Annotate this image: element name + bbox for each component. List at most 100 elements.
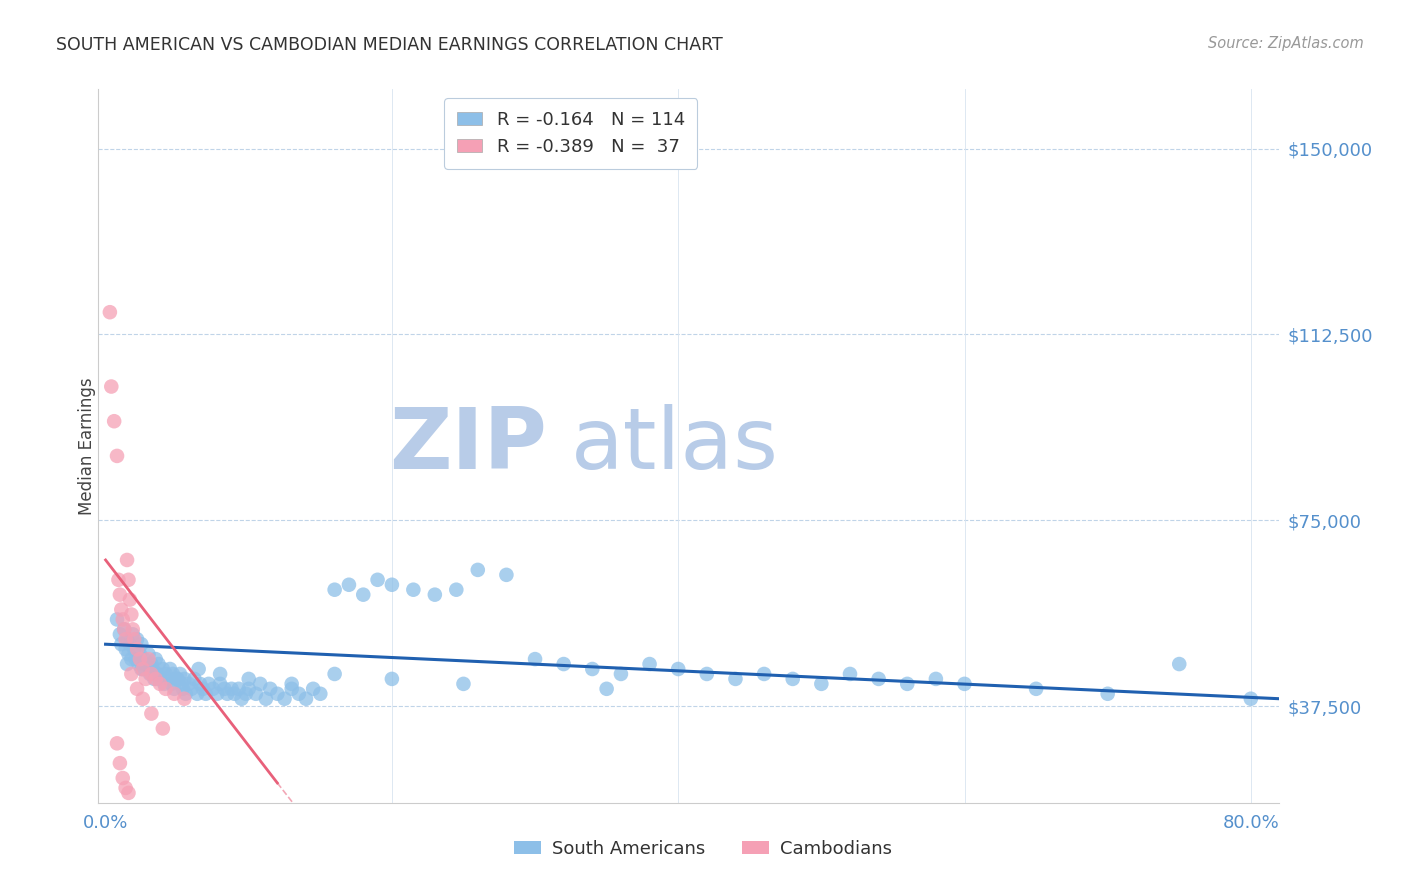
Point	[135, 657, 157, 671]
Point	[1240, 691, 1263, 706]
Point	[896, 677, 918, 691]
Point	[309, 687, 332, 701]
Point	[724, 672, 747, 686]
Point	[114, 780, 136, 795]
Point	[111, 612, 134, 626]
Point	[141, 667, 163, 681]
Point	[467, 563, 489, 577]
Point	[118, 637, 141, 651]
Point	[114, 642, 136, 657]
Point	[155, 681, 177, 696]
Point	[149, 672, 172, 686]
Point	[495, 567, 517, 582]
Point	[381, 578, 404, 592]
Legend: R = -0.164   N = 114, R = -0.389   N =  37: R = -0.164 N = 114, R = -0.389 N = 37	[444, 98, 697, 169]
Point	[224, 687, 246, 701]
Point	[217, 687, 239, 701]
Point	[191, 681, 214, 696]
Text: Source: ZipAtlas.com: Source: ZipAtlas.com	[1208, 36, 1364, 51]
Point	[138, 652, 160, 666]
Point	[120, 652, 142, 666]
Point	[108, 756, 131, 771]
Point	[152, 662, 174, 676]
Point	[188, 677, 211, 691]
Point	[143, 672, 166, 686]
Point	[108, 588, 131, 602]
Point	[280, 677, 302, 691]
Legend: South Americans, Cambodians: South Americans, Cambodians	[508, 833, 898, 865]
Point	[1168, 657, 1191, 671]
Point	[1025, 681, 1047, 696]
Point	[402, 582, 425, 597]
Point	[235, 687, 257, 701]
Point	[159, 662, 181, 676]
Point	[141, 706, 163, 721]
Point	[194, 687, 217, 701]
Point	[259, 681, 281, 696]
Point	[120, 607, 142, 622]
Point	[187, 662, 209, 676]
Point	[105, 612, 128, 626]
Point	[197, 677, 219, 691]
Point	[925, 672, 948, 686]
Point	[183, 672, 205, 686]
Point	[122, 632, 145, 647]
Point	[132, 662, 155, 676]
Point	[214, 681, 236, 696]
Point	[207, 687, 229, 701]
Point	[118, 592, 141, 607]
Point	[352, 588, 374, 602]
Point	[115, 553, 138, 567]
Point	[121, 623, 143, 637]
Point	[152, 722, 174, 736]
Point	[125, 681, 148, 696]
Point	[173, 691, 195, 706]
Point	[125, 642, 148, 657]
Point	[201, 681, 224, 696]
Point	[112, 623, 135, 637]
Point	[132, 662, 155, 676]
Point	[186, 687, 208, 701]
Point	[128, 657, 150, 671]
Point	[145, 672, 167, 686]
Point	[111, 771, 134, 785]
Point	[868, 672, 890, 686]
Point	[145, 652, 167, 666]
Point	[135, 672, 157, 686]
Point	[231, 691, 253, 706]
Point	[177, 677, 200, 691]
Point	[238, 672, 260, 686]
Text: SOUTH AMERICAN VS CAMBODIAN MEDIAN EARNINGS CORRELATION CHART: SOUTH AMERICAN VS CAMBODIAN MEDIAN EARNI…	[56, 36, 723, 54]
Point	[103, 414, 125, 428]
Point	[839, 667, 862, 681]
Point	[100, 379, 122, 393]
Point	[302, 681, 325, 696]
Point	[174, 687, 197, 701]
Point	[108, 627, 131, 641]
Text: ZIP: ZIP	[389, 404, 547, 488]
Point	[273, 691, 295, 706]
Point	[114, 632, 136, 647]
Point	[112, 623, 135, 637]
Point	[145, 667, 167, 681]
Point	[115, 657, 138, 671]
Point	[173, 672, 195, 686]
Point	[148, 657, 170, 671]
Point	[323, 582, 346, 597]
Point	[166, 672, 188, 686]
Point	[170, 677, 193, 691]
Point	[696, 667, 718, 681]
Point	[524, 652, 547, 666]
Point	[129, 652, 152, 666]
Point	[180, 681, 202, 696]
Point	[381, 672, 404, 686]
Point	[172, 681, 194, 696]
Point	[146, 667, 169, 681]
Point	[581, 662, 603, 676]
Text: atlas: atlas	[571, 404, 779, 488]
Point	[221, 681, 243, 696]
Point	[810, 677, 832, 691]
Point	[115, 632, 138, 647]
Point	[105, 449, 128, 463]
Point	[153, 677, 176, 691]
